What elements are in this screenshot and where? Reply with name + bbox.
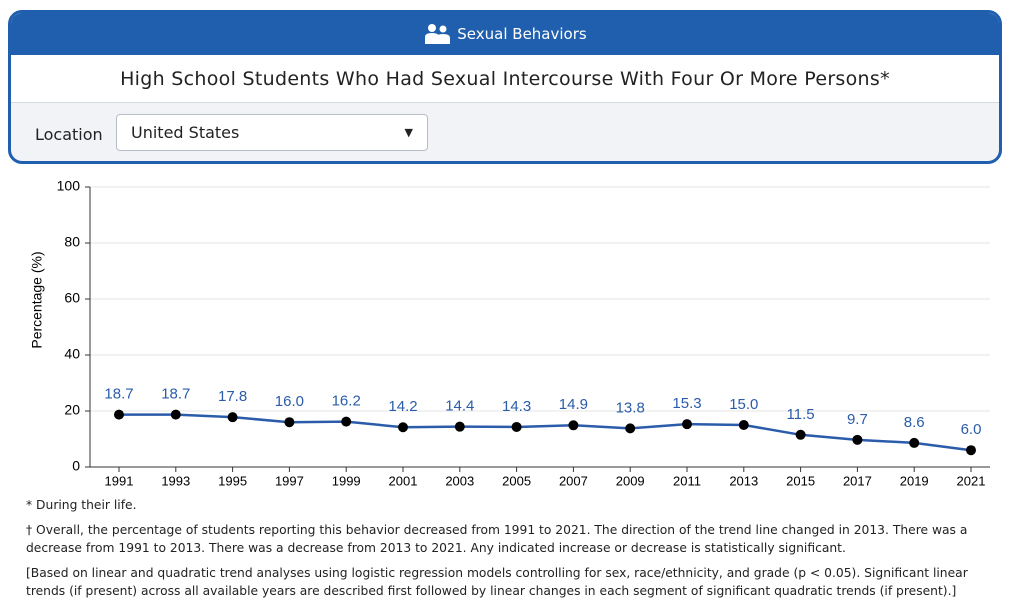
data-label: 14.2 [388, 398, 417, 415]
footnote: [Based on linear and quadratic trend ana… [26, 566, 968, 598]
y-tick-label: 100 [57, 178, 81, 194]
y-tick-label: 0 [72, 458, 80, 474]
data-label: 14.3 [502, 398, 531, 415]
y-tick-label: 60 [64, 290, 80, 306]
select-caret: ▼ [404, 126, 413, 139]
footnote: * During their life. [26, 498, 137, 512]
data-label: 16.2 [332, 393, 361, 410]
data-point [511, 421, 522, 432]
data-label: 8.6 [904, 414, 925, 431]
x-tick-label: 1999 [332, 473, 361, 488]
data-label: 17.8 [218, 388, 247, 405]
data-point [170, 409, 181, 420]
topic-name: Sexual Behaviors [457, 25, 587, 43]
topic-bar: Sexual Behaviors [11, 13, 999, 55]
y-tick-label: 80 [64, 234, 80, 250]
data-point [909, 437, 920, 448]
data-label: 15.0 [729, 396, 758, 413]
data-label: 6.0 [961, 421, 982, 438]
x-tick-label: 2003 [445, 473, 474, 488]
x-tick-label: 2015 [786, 473, 815, 488]
x-tick-label: 2005 [502, 473, 531, 488]
data-point [341, 416, 352, 427]
x-tick-label: 1993 [161, 473, 190, 488]
x-tick-label: 2019 [900, 473, 929, 488]
x-tick-label: 2011 [673, 473, 701, 488]
select-value: United States [131, 123, 240, 142]
data-point [227, 412, 238, 423]
topic-icon [425, 24, 451, 44]
location-select[interactable]: United States ▼ [116, 114, 428, 151]
data-label: 18.7 [104, 386, 133, 403]
chart: Percentage (%) 0 20 40 60 80 100 1991 1993 1995 1… [29, 178, 990, 488]
x-tick-label: 2007 [559, 473, 588, 488]
footnote: † Overall, the percentage of students re… [26, 523, 968, 555]
data-point [625, 423, 636, 434]
data-point [398, 422, 408, 433]
data-label: 14.9 [559, 396, 588, 413]
x-tick-label: 2009 [616, 473, 645, 488]
x-tick-label: 1995 [218, 473, 247, 488]
filter-label: Location [35, 125, 103, 144]
x-tick-label: 2013 [729, 473, 758, 488]
data-point [114, 409, 124, 420]
footnotes: * During their life. † Overall, the perce… [26, 496, 986, 607]
data-point [284, 417, 295, 428]
data-point [682, 419, 692, 430]
x-tick-label: 1997 [275, 473, 304, 488]
data-point [852, 434, 863, 445]
data-point [568, 420, 579, 431]
data-point [738, 420, 749, 430]
data-point [795, 429, 806, 440]
x-tick-label: 2021 [957, 473, 986, 488]
x-tick-label: 1991 [105, 473, 134, 488]
data-label: 9.7 [847, 411, 868, 428]
data-label: 11.5 [787, 406, 815, 423]
x-tick-label: 2017 [843, 473, 872, 488]
data-point [966, 445, 976, 456]
y-axis-label: Percentage (%) [29, 251, 45, 348]
data-point [454, 421, 465, 432]
data-label: 16.0 [275, 393, 304, 410]
series-line [119, 413, 972, 452]
y-tick-label: 40 [64, 346, 80, 362]
data-label: 18.7 [161, 386, 190, 403]
y-tick-label: 20 [64, 402, 80, 418]
data-label: 15.3 [672, 395, 701, 412]
x-tick-label: 2001 [389, 473, 418, 488]
data-label: 13.8 [616, 399, 645, 416]
data-label: 14.4 [445, 398, 474, 415]
header-panel: Sexual Behaviors High School Students Wh… [8, 10, 1002, 164]
chart-title: High School Students Who Had Sexual Inte… [11, 55, 999, 103]
